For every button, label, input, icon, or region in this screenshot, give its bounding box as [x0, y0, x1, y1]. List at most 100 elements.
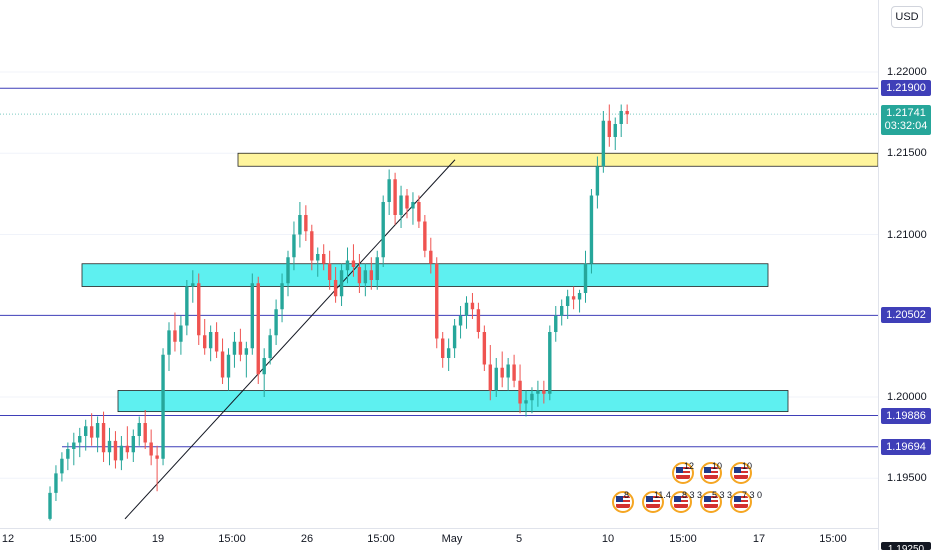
candle-81: [530, 387, 534, 414]
candle-3: [66, 442, 70, 471]
candle-48: [333, 267, 338, 303]
candle-69: [458, 306, 463, 339]
candle-body: [185, 286, 189, 326]
time-label: 15:00: [69, 533, 97, 545]
candle-body: [363, 270, 368, 284]
candle-body: [357, 267, 362, 284]
candle-93: [601, 111, 606, 173]
us-flag-event-icon[interactable]: [642, 491, 664, 513]
candle-18: [155, 445, 159, 492]
candle-body: [286, 257, 290, 284]
candle-body: [458, 315, 463, 326]
candle-body: [542, 390, 546, 394]
time-axis[interactable]: 12 15:00 19 15:00 26 15:00 May 5 10 15:00 17 15:00: [0, 528, 878, 551]
us-flag-event-icon[interactable]: [612, 491, 634, 513]
us-flag-event-icon[interactable]: [700, 462, 722, 484]
level-price-tag-0: 1.21900: [881, 80, 931, 97]
candle-80: [524, 390, 528, 417]
candle-38: [274, 299, 278, 345]
candle-body: [143, 423, 147, 443]
time-label: 12: [1, 533, 15, 545]
candle-body: [101, 423, 106, 453]
candle-70: [464, 296, 469, 329]
event-count: 8 3 3: [682, 490, 703, 500]
candle-44: [310, 224, 314, 271]
candle-body: [423, 221, 427, 251]
candle-9: [101, 411, 106, 462]
candle-24: [191, 270, 195, 303]
candle-1: [54, 465, 58, 501]
candle-body: [256, 283, 260, 375]
candle-body: [351, 260, 356, 267]
candle-47: [327, 250, 332, 290]
candle-body: [161, 354, 165, 459]
candle-body: [322, 254, 326, 264]
us-flag-event-icon[interactable]: [700, 491, 722, 513]
candle-body: [506, 364, 510, 378]
time-label: 19: [151, 533, 165, 545]
price-tick-label: 1.19500: [887, 472, 927, 485]
candle-body: [66, 449, 70, 459]
candle-60: [405, 189, 409, 219]
candle-body: [560, 306, 564, 316]
candle-body: [280, 283, 284, 310]
candle-33: [244, 341, 249, 378]
candle-15: [137, 416, 141, 446]
candle-13: [125, 426, 130, 459]
candle-body: [536, 390, 540, 394]
candle-88: [571, 286, 576, 310]
level-price-tag-1: 1.20502: [881, 307, 931, 324]
candle-body: [244, 348, 249, 355]
candle-body: [250, 283, 254, 349]
candle-41: [292, 221, 296, 271]
us-flag-event-icon[interactable]: [672, 462, 694, 484]
candle-body: [113, 440, 118, 461]
candle-78: [512, 354, 516, 388]
price-tick-label: 1.21500: [887, 147, 927, 160]
candlestick-chart[interactable]: [0, 0, 878, 528]
candle-90: [583, 250, 588, 303]
price-tick-label: 1.20000: [887, 391, 927, 403]
event-count: 5 3 3: [712, 490, 733, 500]
candle-19: [161, 348, 165, 466]
candle-body: [95, 423, 100, 438]
candle-body: [310, 231, 314, 261]
price-axis[interactable]: USD 1.22000 1.21500 1.21000 1.20000 1.19500 …: [878, 0, 932, 550]
candle-2: [60, 452, 64, 482]
candle-37: [268, 328, 272, 365]
candle-body: [524, 400, 528, 404]
candle-57: [387, 169, 391, 215]
candle-91: [589, 189, 594, 274]
candle-body: [149, 442, 153, 456]
candle-body: [232, 341, 237, 355]
candle-56: [381, 195, 385, 267]
candle-body: [577, 293, 582, 300]
candle-body: [435, 263, 439, 339]
candle-countdown: 03:32:04: [884, 120, 928, 133]
candle-22: [179, 315, 183, 355]
candle-83: [542, 380, 546, 404]
us-flag-event-icon[interactable]: [730, 491, 752, 513]
chart-area[interactable]: 12 10 10 8 11.4 8 3 3 5 3 3 7 3 0: [0, 0, 878, 528]
candle-50: [345, 247, 350, 284]
time-label: 15:00: [669, 533, 697, 545]
candle-65: [435, 257, 439, 349]
candle-body: [304, 215, 308, 232]
candle-14: [131, 429, 135, 462]
candle-20: [167, 322, 171, 371]
zone-layer: [81, 152, 878, 413]
candle-34: [250, 273, 254, 355]
candle-89: [577, 289, 582, 313]
event-count: 12: [684, 461, 695, 471]
candle-49: [339, 263, 344, 306]
candle-71: [470, 293, 475, 319]
us-flag-event-icon[interactable]: [730, 462, 752, 484]
currency-button[interactable]: USD: [891, 6, 923, 28]
candle-32: [238, 328, 243, 362]
candle-21: [173, 312, 177, 352]
candle-body: [155, 455, 159, 459]
candle-body: [48, 492, 52, 519]
candle-73: [482, 325, 487, 371]
candle-body: [316, 254, 320, 261]
us-flag-event-icon[interactable]: [670, 491, 692, 513]
